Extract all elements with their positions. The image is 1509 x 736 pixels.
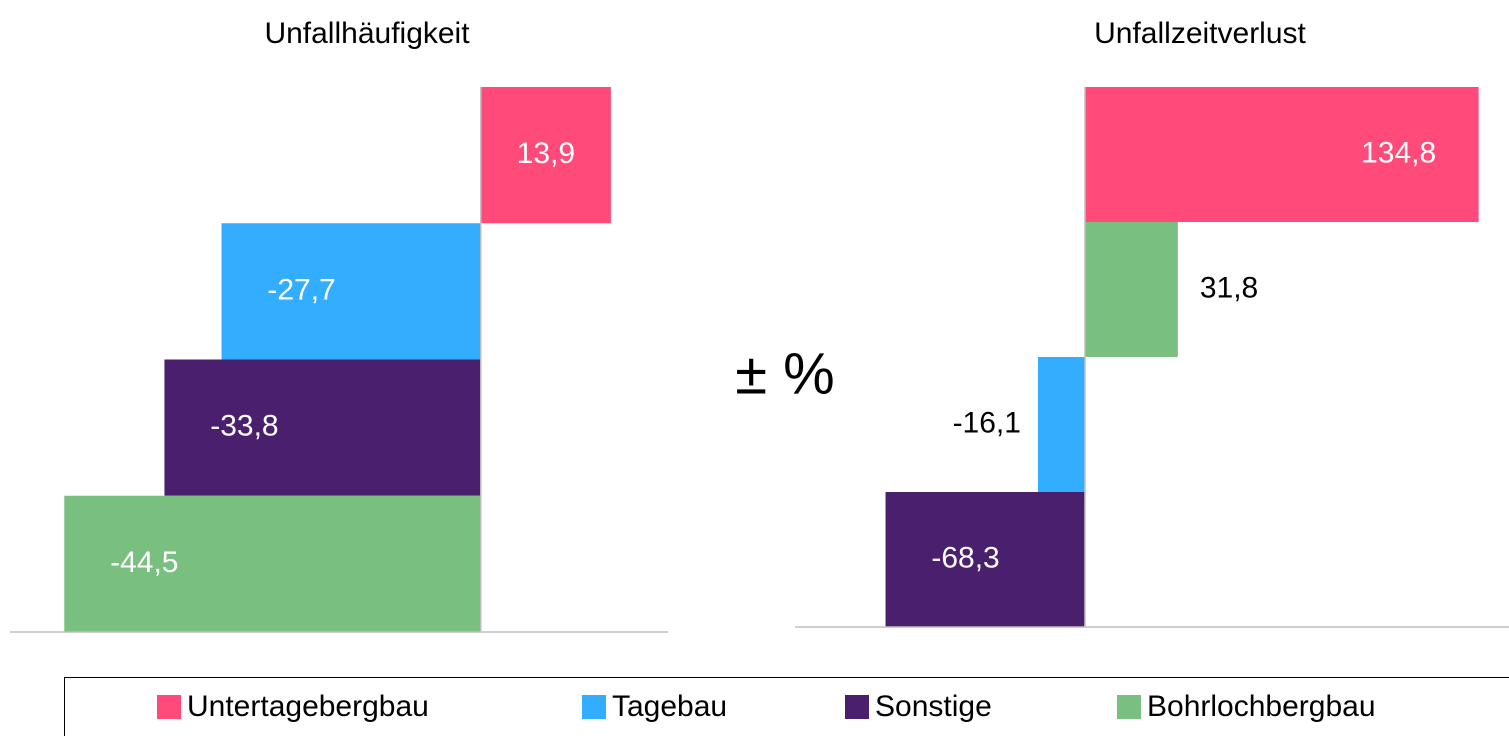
- data-label: -44,5: [110, 546, 178, 579]
- data-label: -16,1: [953, 406, 1021, 439]
- data-label: 13,9: [517, 137, 575, 170]
- legend-swatch: [157, 695, 181, 719]
- chart-title: Unfallhäufigkeit: [264, 17, 470, 50]
- legend-label: Bohrlochbergbau: [1147, 690, 1376, 723]
- chart-title: Unfallzeitverlust: [1094, 17, 1306, 50]
- legend-label: Sonstige: [875, 690, 992, 723]
- bar: [1084, 87, 1479, 222]
- legend-swatch: [845, 695, 869, 719]
- legend-swatch: [1117, 695, 1141, 719]
- legend-box: [64, 677, 1509, 736]
- legend-swatch: [582, 695, 606, 719]
- data-label: -33,8: [210, 410, 278, 443]
- bar: [480, 87, 611, 224]
- axis-label: ± %: [735, 341, 835, 406]
- bar: [885, 492, 1085, 627]
- bar: [1037, 357, 1085, 492]
- bar: [164, 359, 481, 496]
- legend-label: Tagebau: [612, 690, 727, 723]
- bar: [64, 495, 481, 632]
- bar: [1084, 222, 1178, 357]
- data-label: -68,3: [931, 541, 999, 574]
- bar: [221, 223, 481, 360]
- data-label: 31,8: [1200, 271, 1258, 304]
- legend-label: Untertagebergbau: [187, 690, 429, 723]
- data-label: -27,7: [267, 273, 335, 306]
- data-label: 134,8: [1361, 136, 1436, 169]
